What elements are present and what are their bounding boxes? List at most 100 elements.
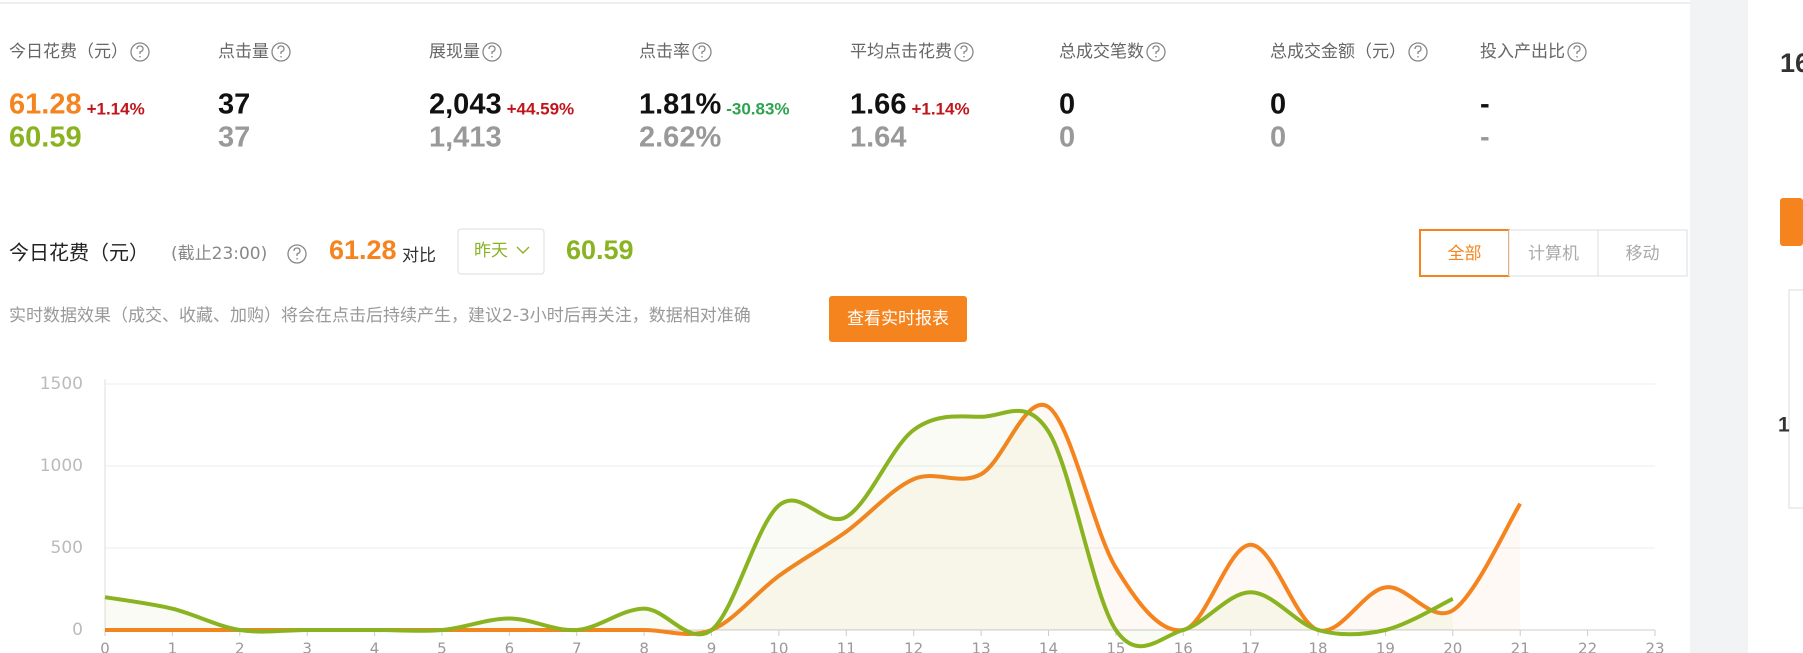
notice: 实时数据效果（成交、收藏、加购）将会在点击后持续产生，建议2-3小时后再关注，数… [9, 306, 751, 326]
metric-label: 平均点击花费 [850, 42, 952, 62]
help-icon [960, 45, 968, 58]
report-button[interactable] [829, 296, 967, 342]
help-icon[interactable] [954, 42, 974, 62]
series-area [105, 410, 1453, 647]
y-tick-label: 500 [51, 538, 83, 558]
help-icon [293, 247, 301, 260]
x-tick-label: 6 [505, 640, 515, 653]
help-icon [1152, 45, 1160, 58]
side-card [1748, 595, 1803, 653]
help-icon[interactable] [1567, 42, 1587, 62]
x-tick-label: 3 [302, 640, 312, 653]
x-tick-label: 13 [972, 640, 991, 653]
metric-label: 今日花费（元） [9, 42, 128, 62]
help-icon [277, 45, 285, 58]
tab-label: 移动 [1626, 244, 1660, 264]
metric-today: - [1480, 89, 1490, 121]
metric-label: 总成交金额（元） [1270, 42, 1406, 62]
metric-yesterday: 0 [1059, 122, 1075, 154]
metric-yesterday: 37 [218, 122, 250, 154]
series-line [104, 408, 1454, 649]
metric-yesterday: 2.62% [639, 122, 721, 154]
x-tick-label: 4 [370, 640, 380, 653]
help-icon[interactable] [271, 42, 291, 62]
metric-yesterday: 0 [1270, 122, 1286, 154]
series-area [105, 404, 1521, 635]
help-icon[interactable] [1146, 42, 1166, 62]
tab-label: 计算机 [1528, 244, 1579, 264]
x-tick-label: 10 [769, 640, 788, 653]
x-tick-label: 0 [100, 640, 110, 653]
help-icon[interactable] [1408, 42, 1428, 62]
report-button-label: 查看实时报表 [847, 309, 949, 329]
summary-yesterday: 60.59 [566, 235, 634, 265]
tab[interactable] [1597, 229, 1688, 277]
metric-today: 61.28 [9, 89, 82, 121]
x-tick-label: 9 [707, 640, 717, 653]
help-icon[interactable] [482, 42, 502, 62]
help-icon[interactable] [130, 42, 150, 62]
summary-cutoff: (截止23:00) [171, 244, 267, 264]
period-dropdown[interactable] [457, 228, 545, 275]
metric-yesterday: - [1480, 122, 1490, 154]
x-tick-label: 20 [1443, 640, 1462, 653]
help-icon [1573, 45, 1581, 58]
metric-label: 总成交笔数 [1059, 42, 1144, 62]
metric-label: 展现量 [429, 42, 480, 62]
period-label: 昨天 [474, 241, 508, 261]
help-icon[interactable] [692, 42, 712, 62]
x-tick-label: 8 [639, 640, 649, 653]
metric-today: 0 [1059, 89, 1075, 121]
x-tick-label: 12 [904, 640, 923, 653]
help-icon [136, 45, 144, 58]
x-tick-label: 21 [1511, 640, 1530, 653]
metric-today: 1.81% [639, 89, 721, 121]
y-tick-label: 1000 [40, 456, 83, 476]
metric-today: 37 [218, 89, 250, 121]
side-button[interactable] [1780, 198, 1803, 246]
help-icon [488, 45, 496, 58]
x-tick-label: 18 [1308, 640, 1327, 653]
metric-yesterday: 60.59 [9, 122, 82, 154]
metric-change: +1.14% [87, 99, 145, 118]
x-tick-label: 17 [1241, 640, 1260, 653]
summary-today: 61.28 [329, 235, 397, 265]
summary-compare: 对比 [402, 246, 436, 266]
metric-today: 0 [1270, 89, 1286, 121]
x-tick-label: 2 [235, 640, 245, 653]
x-tick-label: 23 [1645, 640, 1664, 653]
x-tick-label: 16 [1174, 640, 1193, 653]
x-tick-label: 7 [572, 640, 582, 653]
x-tick-label: 5 [437, 640, 447, 653]
dropdown-arrow [516, 246, 530, 254]
metric-change: -30.83% [726, 99, 789, 118]
x-tick-label: 1 [168, 640, 178, 653]
side-card [1748, 0, 1803, 565]
side-panel [1788, 289, 1803, 509]
y-tick-label: 1500 [40, 374, 83, 394]
side-gap [1690, 0, 1748, 653]
metric-change: +1.14% [911, 99, 969, 118]
tab-label: 全部 [1448, 244, 1482, 264]
tab[interactable] [1508, 229, 1599, 277]
metric-yesterday: 1.64 [850, 122, 906, 154]
side-mid: 1 [1778, 414, 1790, 437]
metric-label: 点击率 [639, 42, 690, 62]
metric-label: 投入产出比 [1480, 42, 1565, 62]
metric-today: 2,043 [429, 89, 502, 121]
metric-change: +44.59% [507, 99, 575, 118]
help-icon[interactable] [287, 244, 307, 264]
metric-today: 1.66 [850, 89, 906, 121]
x-tick-label: 19 [1376, 640, 1395, 653]
x-tick-label: 11 [837, 640, 856, 653]
x-tick-label: 22 [1578, 640, 1597, 653]
summary-title: 今日花费（元） [9, 241, 149, 265]
side-top: 16 [1780, 48, 1803, 78]
help-icon [1414, 45, 1422, 58]
y-tick-label: 0 [72, 620, 83, 640]
metric-yesterday: 1,413 [429, 122, 502, 154]
x-tick-label: 14 [1039, 640, 1058, 653]
x-tick-label: 15 [1106, 640, 1125, 653]
